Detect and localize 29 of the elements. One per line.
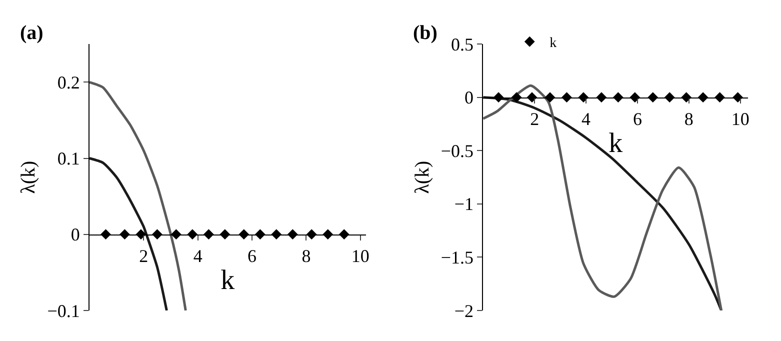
- x-tick-label: 6: [632, 108, 642, 129]
- x-tick-label: 2: [139, 246, 148, 266]
- line-series: [89, 157, 168, 310]
- y-tick-label: −2: [454, 300, 474, 321]
- y-tick-label: 0.1: [57, 148, 80, 169]
- y-tick-label: 0.2: [57, 72, 80, 92]
- x-tick-label: 10: [731, 108, 750, 129]
- y-tick-label: 0: [70, 224, 80, 245]
- y-axis-title: λ(k): [18, 160, 40, 194]
- x-axis-title: k: [220, 265, 235, 296]
- x-tick-label: 6: [248, 246, 257, 266]
- chart-title: (a): [20, 22, 44, 44]
- y-tick-label: −0.1: [47, 300, 80, 321]
- x-tick-label: 10: [351, 246, 370, 266]
- y-tick-label: −1: [454, 194, 474, 214]
- legend-label: k: [550, 36, 557, 52]
- x-tick-label: 8: [684, 108, 694, 129]
- y-tick-label: 0: [464, 88, 474, 108]
- y-tick-label: 0.5: [451, 34, 474, 54]
- x-axis-title: k: [608, 128, 623, 160]
- x-tick-label: 8: [302, 246, 311, 266]
- x-tick-label: 4: [582, 108, 591, 129]
- x-tick-label: 2: [530, 108, 540, 129]
- x-tick-label: 4: [193, 246, 202, 266]
- y-tick-label: −0.5: [440, 140, 474, 161]
- y-axis-title: λ(k): [411, 160, 434, 194]
- line-series: [89, 80, 187, 310]
- chart-title: (b): [413, 22, 438, 44]
- y-tick-label: −1.5: [440, 247, 474, 268]
